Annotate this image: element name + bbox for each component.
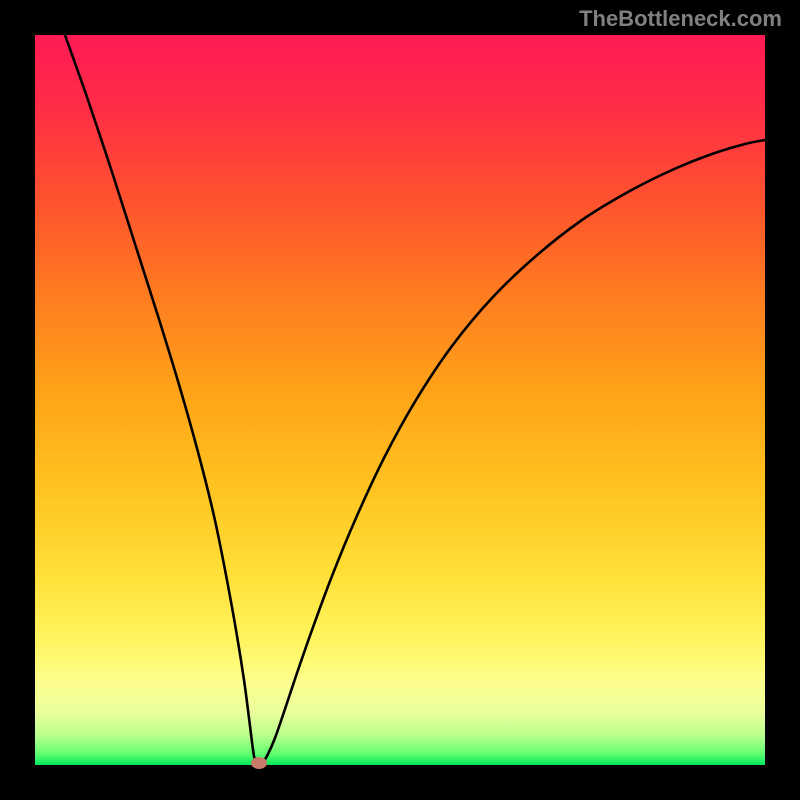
watermark-text: TheBottleneck.com: [579, 6, 782, 32]
bottleneck-chart: [0, 0, 800, 800]
bottleneck-minimum-marker: [251, 757, 267, 769]
plot-background-gradient: [35, 35, 765, 765]
